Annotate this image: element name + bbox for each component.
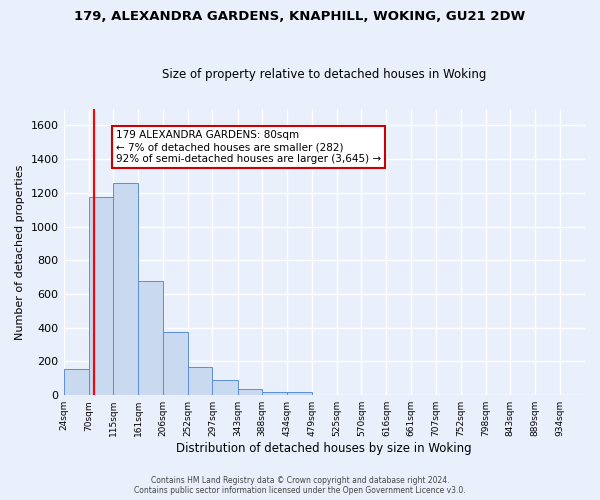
Bar [138,280,163,395]
Bar [238,390,262,395]
Y-axis label: Number of detached properties: Number of detached properties [15,164,25,340]
Bar [64,369,89,395]
Bar [262,392,287,395]
Text: 179, ALEXANDRA GARDENS, KNAPHILL, WOKING, GU21 2DW: 179, ALEXANDRA GARDENS, KNAPHILL, WOKING… [74,10,526,23]
Bar [89,197,113,395]
X-axis label: Distribution of detached houses by size in Woking: Distribution of detached houses by size … [176,442,472,455]
Text: 179 ALEXANDRA GARDENS: 80sqm
← 7% of detached houses are smaller (282)
92% of se: 179 ALEXANDRA GARDENS: 80sqm ← 7% of det… [116,130,381,164]
Bar [212,380,238,395]
Bar [163,332,188,395]
Bar [113,182,138,395]
Bar [287,392,312,395]
Text: Contains HM Land Registry data © Crown copyright and database right 2024.
Contai: Contains HM Land Registry data © Crown c… [134,476,466,495]
Title: Size of property relative to detached houses in Woking: Size of property relative to detached ho… [162,68,487,81]
Bar [188,366,212,395]
